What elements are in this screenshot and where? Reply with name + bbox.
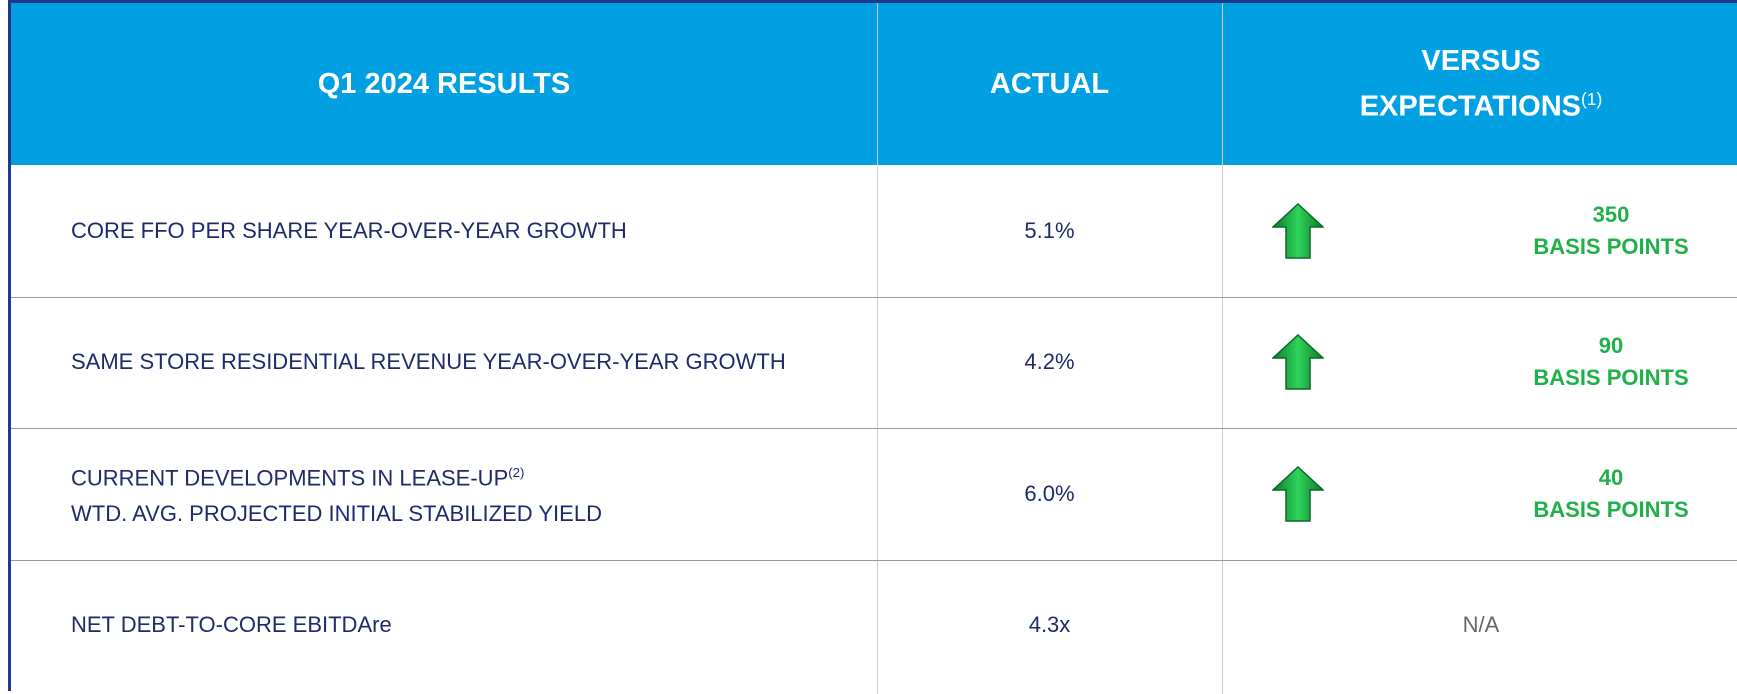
versus-cell: 350 BASIS POINTS [1222, 165, 1737, 297]
versus-line: BASIS POINTS [1533, 233, 1689, 259]
actual-value: 5.1% [1024, 217, 1075, 243]
versus-text: 350 BASIS POINTS [1482, 165, 1737, 297]
versus-line: BASIS POINTS [1533, 365, 1689, 391]
row-divider [11, 296, 1737, 298]
results-table: Q1 2024 RESULTS ACTUAL VERSUS EXPECTATIO… [8, 0, 1737, 694]
versus-cell: 40 BASIS POINTS [1222, 428, 1737, 560]
versus-cell: 90 BASIS POINTS [1222, 297, 1737, 429]
actual-value: 6.0% [1024, 480, 1075, 506]
footnote-mark: (1) [1581, 89, 1603, 110]
up-arrow [1271, 465, 1325, 522]
versus-text: 40 BASIS POINTS [1482, 428, 1737, 560]
versus-text: 90 BASIS POINTS [1482, 297, 1737, 429]
label-line: CURRENT DEVELOPMENTS IN LEASE-UP(2) [71, 455, 524, 496]
column-divider [1222, 3, 1223, 694]
up-arrow [1271, 202, 1325, 259]
footnote-mark: (2) [508, 465, 525, 481]
row-divider [11, 559, 1737, 561]
versus-line: 350 [1592, 201, 1630, 227]
label-text: NET DEBT-TO-CORE EBITDAre [71, 612, 392, 638]
label-line: WTD. AVG. PROJECTED INITIAL STABILIZED Y… [71, 496, 602, 532]
arrow-icon [1271, 465, 1325, 527]
label-text: SAME STORE RESIDENTIAL REVENUE YEAR-OVER… [71, 349, 786, 375]
versus-line: 90 [1598, 333, 1624, 359]
header-cell: ACTUAL [877, 3, 1222, 165]
label-line: NET DEBT-TO-CORE EBITDAre [71, 607, 392, 643]
header-cell: Q1 2024 RESULTS [11, 3, 877, 165]
row-label: CORE FFO PER SHARE YEAR-OVER-YEAR GROWTH [11, 165, 877, 297]
actual-value: 4.3x [1028, 612, 1071, 638]
label-text: CURRENT DEVELOPMENTS IN LEASE-UP [71, 465, 509, 491]
header-text: VERSUS [1421, 45, 1541, 78]
label-text: CORE FFO PER SHARE YEAR-OVER-YEAR GROWTH [71, 217, 627, 243]
label-text: WTD. AVG. PROJECTED INITIAL STABILIZED Y… [71, 501, 602, 527]
row-label: NET DEBT-TO-CORE EBITDAre [11, 560, 877, 692]
versus-line: 40 [1598, 464, 1624, 490]
row-label: CURRENT DEVELOPMENTS IN LEASE-UP(2) WTD. … [11, 428, 877, 560]
column-divider [877, 3, 878, 694]
actual-cell: 4.3x [877, 560, 1222, 692]
label-line: CORE FFO PER SHARE YEAR-OVER-YEAR GROWTH [71, 213, 627, 249]
row-divider [11, 428, 1737, 429]
header-row [11, 3, 1737, 165]
actual-cell: 4.2% [877, 297, 1222, 429]
label-line: SAME STORE RESIDENTIAL REVENUE YEAR-OVER… [71, 344, 786, 380]
actual-cell: 6.0% [877, 428, 1222, 560]
versus-cell: N/A [1222, 560, 1737, 692]
arrow-icon [1271, 202, 1325, 264]
header-text: Q1 2024 RESULTS [317, 68, 571, 100]
versus-text: N/A [1462, 612, 1500, 638]
arrow-icon [1271, 334, 1325, 395]
row-label: SAME STORE RESIDENTIAL REVENUE YEAR-OVER… [11, 297, 877, 429]
header-text: EXPECTATIONS [1359, 90, 1581, 123]
header-line: EXPECTATIONS(1) [1360, 80, 1603, 126]
header-cell: VERSUS EXPECTATIONS(1) [1222, 3, 1737, 165]
up-arrow [1271, 334, 1325, 390]
header-text: ACTUAL [989, 68, 1110, 100]
actual-value: 4.2% [1024, 349, 1075, 375]
versus-line: BASIS POINTS [1533, 496, 1689, 522]
actual-cell: 5.1% [877, 165, 1222, 297]
